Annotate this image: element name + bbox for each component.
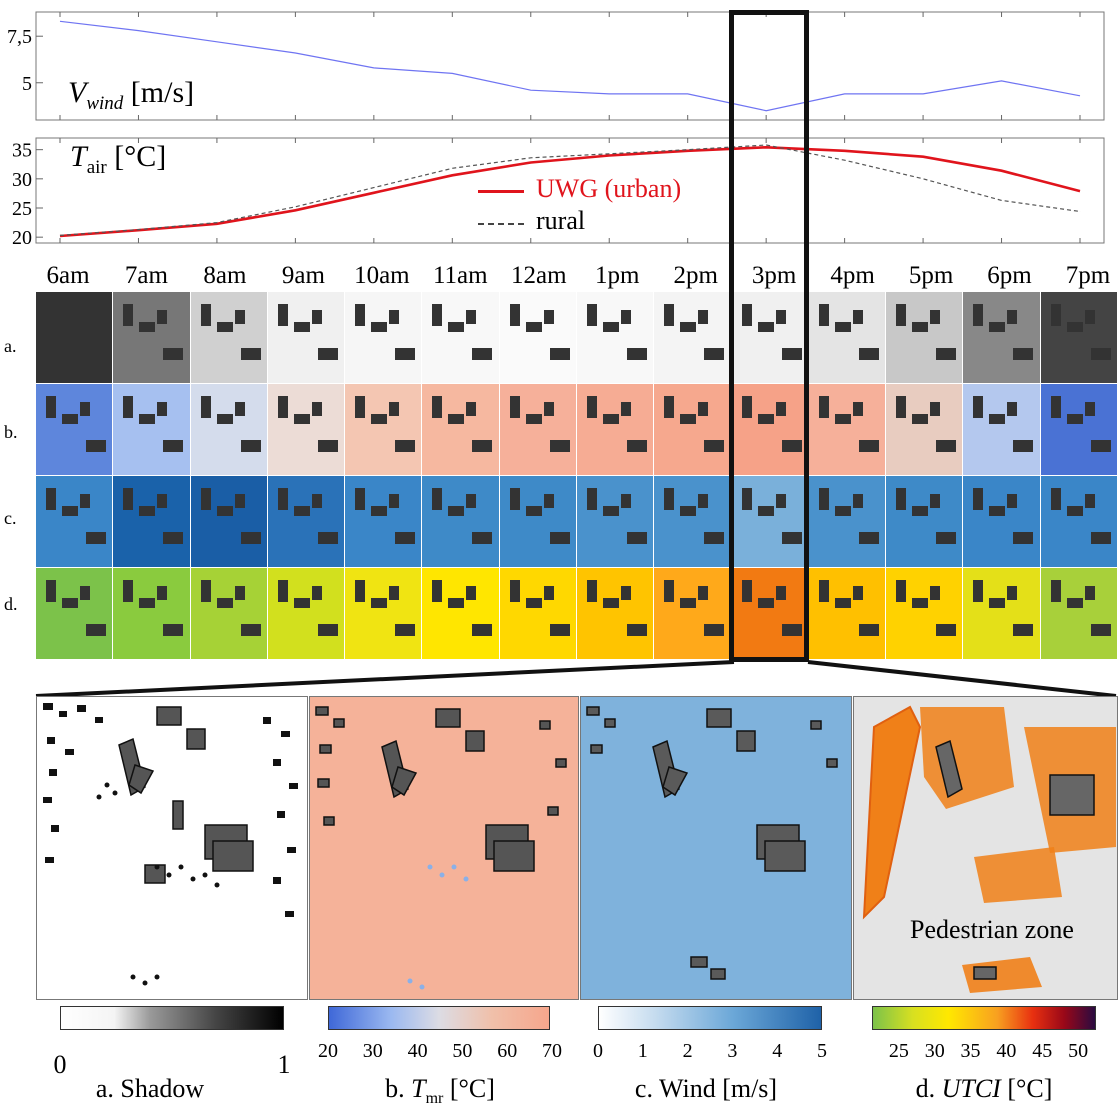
colorbar-tick-label: 25 xyxy=(889,1040,909,1063)
colorbar-tick-label: 60 xyxy=(497,1040,517,1063)
pedestrian-zone-label: Pedestrian zone xyxy=(910,915,1074,945)
colorbar-title-text: d. xyxy=(916,1074,942,1103)
colorbar-tick-label: 45 xyxy=(1032,1040,1052,1063)
colorbar-tick-label: 0 xyxy=(593,1040,603,1063)
colorbar-tick-label: 3 xyxy=(727,1040,737,1063)
colorbar-title-symbol: T xyxy=(411,1074,425,1103)
colorbar-title: c. Wind [m/s] xyxy=(635,1074,777,1104)
zoom-tmr-map xyxy=(310,697,579,1000)
zoom-utci-map xyxy=(854,697,1118,1000)
colorbar-tick-label: 2 xyxy=(683,1040,693,1063)
zoom-wind-map xyxy=(581,697,852,1000)
colorbar-tick-label: 50 xyxy=(1068,1040,1088,1063)
colorbar-tick-label: 30 xyxy=(363,1040,383,1063)
colorbar-title-symbol: UTCI xyxy=(942,1074,1001,1103)
colorbar-tick-label: 35 xyxy=(961,1040,981,1063)
colorbar-title-unit: [°C] xyxy=(1001,1074,1053,1103)
colorbar-tick-label: 5 xyxy=(817,1040,827,1063)
colorbar-tick-label: 1 xyxy=(278,1050,291,1080)
zoom-panel-shadow xyxy=(36,696,308,1000)
zoom-panel-utci: Pedestrian zone xyxy=(853,696,1118,1000)
colorbar-title-text: a. Shadow xyxy=(96,1074,204,1103)
zoom-shadow-map xyxy=(37,697,308,1000)
colorbar-title-text: b. xyxy=(385,1074,411,1103)
colorbar-shadow xyxy=(60,1006,284,1030)
colorbar-title: d. UTCI [°C] xyxy=(916,1074,1053,1104)
colorbar-title-text: c. Wind [m/s] xyxy=(635,1074,777,1103)
colorbar-tick-label: 0 xyxy=(54,1050,67,1080)
colorbar-title: a. Shadow xyxy=(96,1074,204,1104)
zoom-panel-tmr xyxy=(309,696,579,1000)
colorbar-title: b. Tmr [°C] xyxy=(385,1074,495,1108)
colorbar-tick-label: 70 xyxy=(542,1040,562,1063)
colorbar-wind xyxy=(598,1006,822,1030)
colorbar-title-unit: [°C] xyxy=(443,1074,495,1103)
colorbar-title-subscript: mr xyxy=(426,1090,444,1107)
colorbar-tick-label: 20 xyxy=(318,1040,338,1063)
zoom-panel-wind xyxy=(580,696,852,1000)
colorbar-tick-label: 40 xyxy=(408,1040,428,1063)
colorbar-utci xyxy=(872,1006,1096,1030)
colorbar-tick-label: 1 xyxy=(638,1040,648,1063)
colorbar-tick-label: 4 xyxy=(772,1040,782,1063)
colorbar-tick-label: 30 xyxy=(925,1040,945,1063)
colorbar-tick-label: 40 xyxy=(996,1040,1016,1063)
colorbar-tmr xyxy=(328,1006,550,1030)
colorbar-tick-label: 50 xyxy=(452,1040,472,1063)
